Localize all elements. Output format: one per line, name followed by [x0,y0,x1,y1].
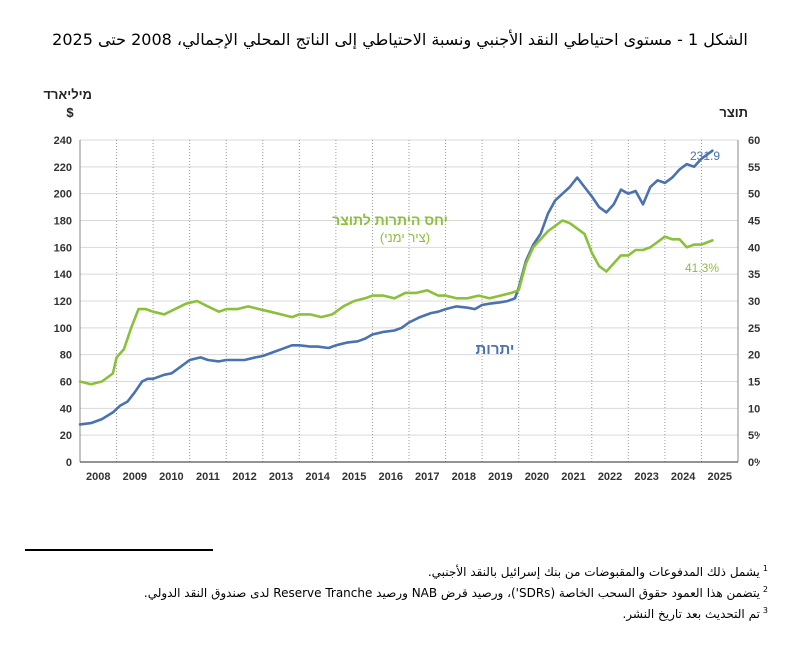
footnote-rule [25,549,213,551]
x-tick-label: 2024 [671,471,696,483]
footnotes: 1يشمل ذلك المدفوعات والمقبوضات من بنك إس… [28,560,768,623]
left-tick-label: 80 [60,350,72,362]
right-tick-label: 45% [748,216,760,228]
right-tick-label: 15% [748,377,760,389]
left-tick-label: 240 [54,135,72,147]
left-tick-label: 180 [54,216,72,228]
x-tick-label: 2022 [598,471,622,483]
reserves-series-line [78,149,714,426]
footnote-2-mark: 2 [762,585,768,594]
x-tick-label: 2025 [707,471,731,483]
x-tick-label: 2010 [159,471,183,483]
ratio-end-label: 41.3% [685,261,719,275]
left-axis-title: מיליארד [43,87,92,102]
x-tick-label: 2021 [561,471,585,483]
left-tick-label: 20 [60,430,72,442]
footnote-3-text: تم التحديث بعد تاريخ النشر. [622,607,760,621]
right-tick-label: 55% [748,162,760,174]
left-tick-label: 200 [54,189,72,201]
x-tick-label: 2013 [269,471,293,483]
right-tick-label: 20% [748,350,760,362]
x-tick-label: 2012 [232,471,256,483]
footnote-2: 2يتضمن هذا العمود حقوق السحب الخاصة (SDR… [28,581,768,602]
right-tick-label: 35% [748,269,760,281]
ratio-series-line [78,219,714,386]
x-tick-label: 2009 [123,471,147,483]
right-tick-label: 60% [748,135,760,147]
ratio-series-label: יחס היתרות לתוצר [332,212,448,228]
left-tick-label: 220 [54,162,72,174]
x-tick-label: 2014 [305,471,330,483]
right-tick-label: 30% [748,296,760,308]
x-tick-label: 2016 [378,471,402,483]
x-tick-label: 2020 [525,471,549,483]
left-tick-label: 40 [60,403,72,415]
right-tick-label: 5% [748,430,760,442]
left-tick-label: 100 [54,323,72,335]
footnote-2-text: يتضمن هذا العمود حقوق السحب الخاصة (SDRs… [143,586,760,600]
footnote-1: 1يشمل ذلك المدفوعات والمقبوضات من بنك إس… [28,560,768,581]
x-tick-label: 2017 [415,471,439,483]
x-tick-label: 2018 [452,471,476,483]
left-tick-label: 0 [66,457,72,469]
footnote-3-mark: 3 [762,606,768,615]
right-tick-label: 40% [748,242,760,254]
left-tick-label: 140 [54,269,72,281]
footnote-3: 3تم التحديث بعد تاريخ النشر. [28,602,768,623]
x-tick-label: 2015 [342,471,366,483]
right-tick-label: 25% [748,323,760,335]
x-tick-label: 2019 [488,471,512,483]
right-tick-label: 10% [748,403,760,415]
x-tick-label: 2008 [86,471,110,483]
footnote-1-text: يشمل ذلك المدفوعات والمقبوضات من بنك إسر… [427,565,760,579]
right-tick-label: 50% [748,189,760,201]
x-tick-label: 2011 [196,471,220,483]
ratio-axis-note: (ציר ימני) [380,230,430,245]
left-axis-unit: $ [66,105,74,120]
chart-title: الشكل 1 - مستوى احتياطي النقد الأجنبي ون… [52,30,748,49]
reserves-series-label: יתרות [476,341,515,358]
reserves-chart: מיליארד $ תוצר 0 20 40 60 80 100 120 140 160 180 2… [43,87,760,483]
right-axis-title: תוצר [719,105,748,120]
left-tick-label: 60 [60,377,72,389]
left-tick-label: 120 [54,296,72,308]
right-tick-label: 0% [748,457,760,469]
x-tick-label: 2023 [634,471,658,483]
footnote-1-mark: 1 [762,564,768,573]
reserves-end-label: 231.9 [690,149,720,163]
left-tick-label: 160 [54,242,72,254]
